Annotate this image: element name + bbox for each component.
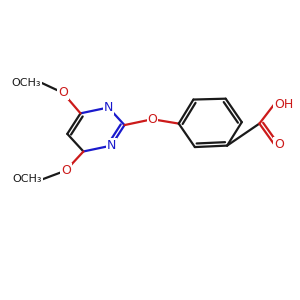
Text: O: O: [61, 164, 71, 177]
Text: N: N: [106, 139, 116, 152]
Text: OH: OH: [274, 98, 293, 111]
Text: O: O: [147, 113, 157, 126]
Text: N: N: [104, 101, 113, 114]
Text: OCH₃: OCH₃: [11, 77, 41, 88]
Text: OCH₃: OCH₃: [13, 174, 42, 184]
Text: O: O: [274, 138, 284, 151]
Text: O: O: [58, 86, 68, 99]
